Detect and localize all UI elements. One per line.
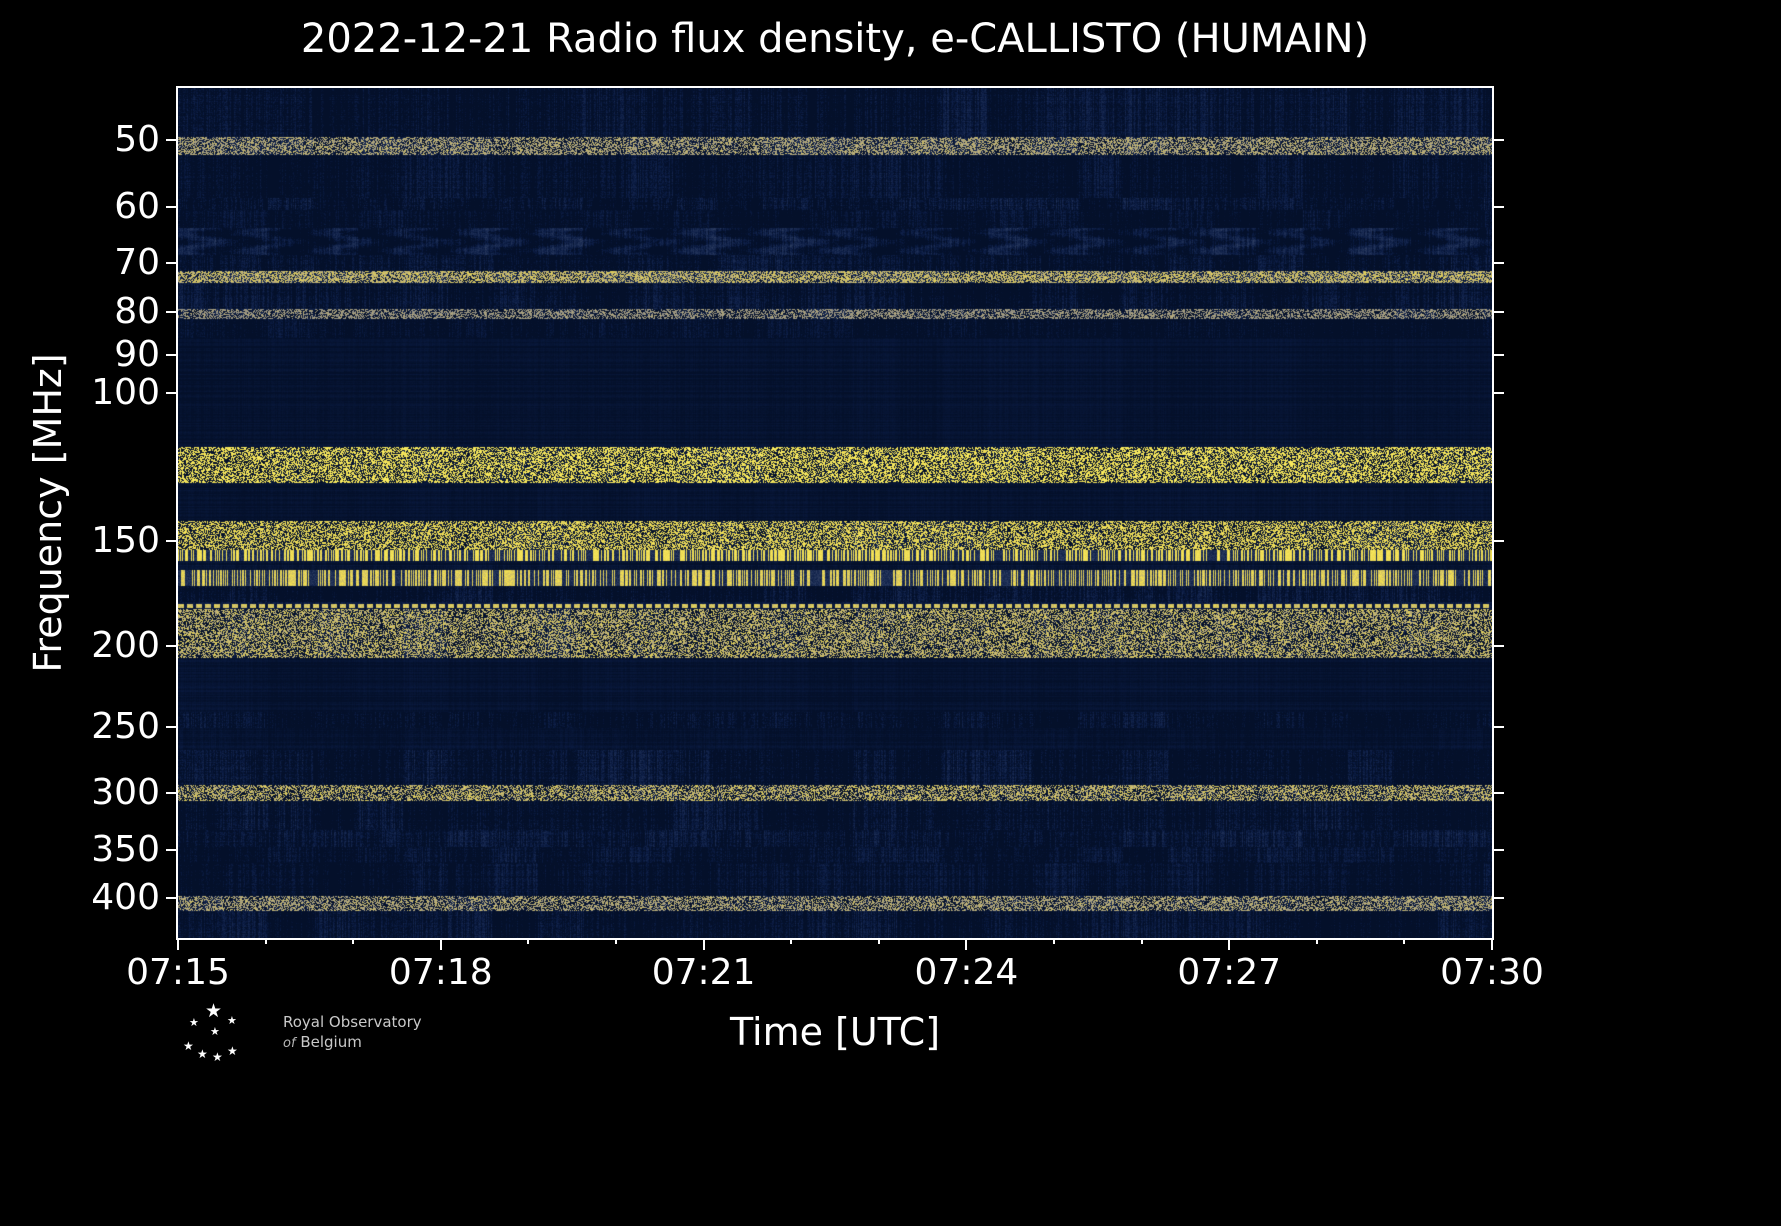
y-tick-mark-right (1492, 644, 1504, 647)
x-tick-label: 07:30 (1440, 952, 1544, 993)
x-minor-tick-mark (1140, 938, 1143, 944)
y-tick-mark-right (1492, 139, 1504, 142)
x-tick-mark (1491, 938, 1493, 950)
star-icon: ★ (183, 1039, 194, 1053)
y-tick-mark-right (1492, 353, 1504, 356)
y-tick-mark-right (1492, 897, 1504, 900)
y-tick-mark-right (1492, 262, 1504, 265)
x-minor-tick-mark (264, 938, 267, 944)
star-icon: ★ (227, 1014, 237, 1027)
y-tick-label: 60 (114, 185, 160, 227)
x-tick-label: 07:21 (651, 952, 756, 993)
x-tick-label: 07:18 (388, 952, 493, 993)
x-tick-label: 07:24 (914, 952, 1019, 993)
rob-org-of: of (283, 1036, 296, 1051)
star-icon: ★ (197, 1047, 208, 1061)
chart-title: 2022-12-21 Radio flux density, e-CALLIST… (300, 16, 1370, 62)
x-minor-tick-mark (352, 938, 355, 944)
x-tick-mark (965, 938, 968, 950)
x-tick-label: 07:15 (126, 952, 230, 993)
y-tick-mark-left (166, 139, 178, 142)
star-icon: ★ (210, 1025, 220, 1038)
y-tick-label: 350 (91, 828, 160, 870)
y-tick-mark-left (166, 726, 178, 729)
x-minor-tick-mark (1315, 938, 1318, 944)
x-minor-tick-mark (615, 938, 617, 944)
y-tick-label: 50 (114, 119, 160, 161)
y-tick-mark-left (166, 353, 178, 356)
y-tick-mark-left (166, 205, 178, 208)
x-minor-tick-mark (1053, 938, 1055, 944)
star-icon: ★ (212, 1050, 223, 1064)
y-tick-label: 200 (91, 624, 160, 666)
star-icon: ★ (227, 1044, 238, 1058)
y-tick-mark-right (1492, 310, 1504, 313)
spectrogram-canvas (178, 88, 1492, 938)
y-tick-mark-left (166, 539, 178, 542)
y-tick-mark-left (166, 792, 178, 795)
y-tick-label: 80 (114, 290, 160, 332)
rob-logo: ★ ★ ★ ★ ★ ★ ★ ★ Royal Observatory of Belgium (183, 1002, 483, 1072)
y-tick-label: 100 (91, 372, 160, 414)
y-tick-mark-left (166, 897, 178, 900)
rob-stars-constellation-icon: ★ ★ ★ ★ ★ ★ ★ ★ (183, 1002, 263, 1068)
rob-logo-text: Royal Observatory of Belgium (283, 1012, 422, 1054)
x-tick-mark (1228, 938, 1231, 950)
y-tick-label: 250 (91, 706, 160, 748)
y-tick-mark-right (1492, 848, 1504, 851)
rob-org-line2: of Belgium (283, 1032, 422, 1054)
x-axis-label: Time [UTC] (729, 1010, 941, 1054)
y-tick-label: 300 (91, 772, 160, 814)
y-tick-mark-right (1492, 392, 1504, 395)
y-tick-mark-right (1492, 539, 1504, 542)
x-tick-mark (702, 938, 705, 950)
y-tick-mark-left (166, 262, 178, 265)
x-minor-tick-mark (1403, 938, 1406, 944)
y-tick-mark-left (166, 310, 178, 313)
x-minor-tick-mark (790, 938, 793, 944)
y-tick-mark-right (1492, 726, 1504, 729)
star-icon: ★ (189, 1016, 199, 1029)
y-tick-label: 150 (91, 519, 160, 561)
y-tick-mark-right (1492, 792, 1504, 795)
x-minor-tick-mark (877, 938, 880, 944)
y-tick-mark-left (166, 644, 178, 647)
y-tick-label: 90 (114, 333, 160, 375)
rob-org-line1: Royal Observatory (283, 1013, 422, 1031)
star-icon: ★ (205, 1000, 223, 1022)
y-tick-mark-left (166, 848, 178, 851)
y-tick-mark-left (166, 392, 178, 395)
y-tick-mark-right (1492, 205, 1504, 208)
x-minor-tick-mark (527, 938, 530, 944)
rob-org-belgium: Belgium (300, 1033, 362, 1051)
y-tick-label: 400 (91, 877, 160, 919)
y-tick-label: 70 (114, 242, 160, 284)
x-tick-label: 07:27 (1177, 952, 1282, 993)
x-tick-mark (177, 938, 179, 950)
x-tick-mark (439, 938, 442, 950)
